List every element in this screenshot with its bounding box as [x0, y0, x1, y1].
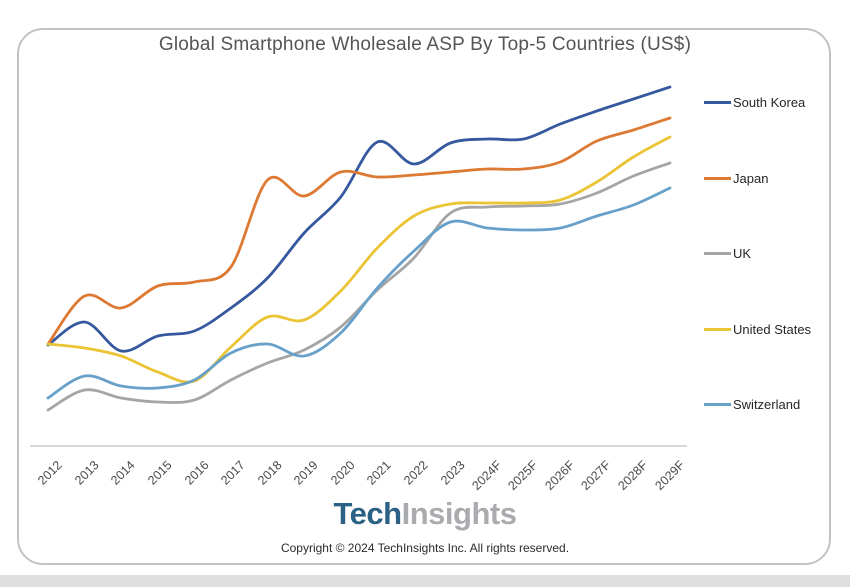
series-line-japan	[46, 116, 672, 346]
brand-logo-tech: Tech	[333, 496, 403, 531]
series-line-united-states	[46, 135, 672, 384]
brand-logo-insights: Insights	[401, 496, 517, 531]
page-bottom-edge	[0, 575, 850, 587]
series-line-south-korea	[46, 85, 672, 353]
chart-title: Global Smartphone Wholesale ASP By Top-5…	[158, 34, 692, 55]
series-line-switzerland	[46, 186, 672, 400]
chart-card	[17, 28, 831, 565]
series-line-uk	[46, 161, 672, 412]
brand-logo: TechInsights	[0, 496, 850, 532]
copyright-text: Copyright © 2024 TechInsights Inc. All r…	[280, 541, 570, 555]
